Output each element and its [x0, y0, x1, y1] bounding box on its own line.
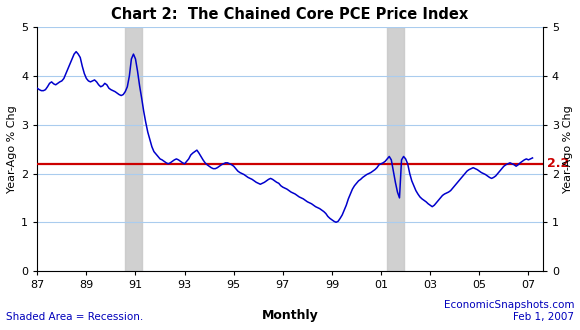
Y-axis label: Year-Ago % Chg: Year-Ago % Chg — [7, 105, 17, 193]
Text: Monthly: Monthly — [262, 309, 318, 322]
Bar — [125, 27, 142, 271]
Title: Chart 2:  The Chained Core PCE Price Index: Chart 2: The Chained Core PCE Price Inde… — [111, 7, 469, 22]
Bar — [387, 27, 404, 271]
Text: EconomicSnapshots.com
Feb 1, 2007: EconomicSnapshots.com Feb 1, 2007 — [444, 300, 574, 322]
Text: 2.2: 2.2 — [547, 157, 569, 170]
Text: Shaded Area = Recession.: Shaded Area = Recession. — [6, 312, 143, 322]
Y-axis label: Year-Ago % Chg: Year-Ago % Chg — [563, 105, 573, 193]
